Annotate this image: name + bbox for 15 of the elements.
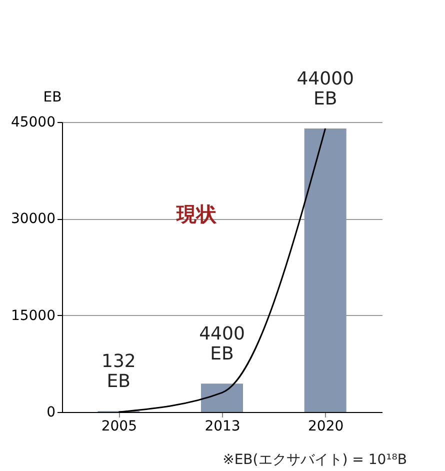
bar [201,384,243,412]
data-label: 132 EB [101,351,136,392]
annotation: 現状 [175,202,218,226]
y-axis-title: EB [43,90,62,106]
x-tick-label: 2013 [204,418,240,434]
y-tick-label: 15000 [10,308,56,324]
x-tick-label: 2005 [101,418,137,434]
y-tick-label: 0 [46,404,56,420]
x-tick-label: 2020 [308,418,344,434]
data-label: 44000 EB [296,68,354,110]
y-tick-label: 30000 [10,211,56,228]
text: ※EB(エクサバイト) = 10¹⁸B [222,452,407,468]
data-label: 4400 EB [199,324,245,365]
y-tick-label: 45000 [10,114,56,130]
bar [304,128,346,412]
